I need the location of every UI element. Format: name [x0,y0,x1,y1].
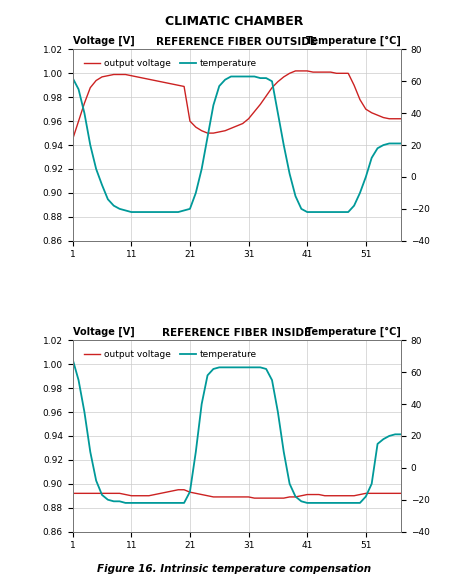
Title: REFERENCE FIBER OUTSIDE: REFERENCE FIBER OUTSIDE [156,37,318,47]
Legend: output voltage, temperature: output voltage, temperature [81,347,260,363]
Text: Voltage [V]: Voltage [V] [73,36,135,46]
output voltage [82,490,87,497]
output voltage [298,67,304,74]
temperature [82,110,87,117]
Title: REFERENCE FIBER INSIDE: REFERENCE FIBER INSIDE [162,328,311,338]
temperature [164,209,169,216]
output voltage [398,490,404,497]
Legend: output voltage, temperature: output voltage, temperature [81,56,260,72]
output voltage [158,78,163,85]
temperature [304,209,310,216]
output voltage [398,115,404,122]
output voltage [293,67,298,74]
output voltage [216,493,222,500]
output voltage [211,130,216,137]
temperature [398,140,404,147]
output voltage [310,491,316,498]
temperature [164,500,169,507]
Text: Figure 16. Intrinsic temperature compensation: Figure 16. Intrinsic temperature compens… [98,564,371,574]
temperature [87,142,93,149]
temperature [87,449,93,456]
temperature [228,73,234,80]
temperature [70,356,76,363]
Line: temperature: temperature [73,77,401,212]
temperature [122,500,128,507]
output voltage [70,490,76,497]
output voltage [175,486,181,493]
output voltage [87,490,93,497]
output voltage [304,67,310,74]
Line: output voltage: output voltage [73,490,401,498]
Line: output voltage: output voltage [73,71,401,139]
temperature [216,364,222,371]
temperature [304,500,310,507]
temperature [398,431,404,438]
Text: Voltage [V]: Voltage [V] [73,327,135,338]
Line: temperature: temperature [73,360,401,503]
Text: CLIMATIC CHAMBER: CLIMATIC CHAMBER [165,15,304,27]
temperature [310,209,316,216]
temperature [129,209,134,216]
temperature [216,83,222,89]
output voltage [304,491,310,498]
output voltage [87,84,93,91]
output voltage [70,135,76,142]
Text: Temperature [°C]: Temperature [°C] [306,327,401,338]
output voltage [251,494,257,501]
output voltage [158,490,163,497]
temperature [70,74,76,81]
temperature [82,408,87,415]
Text: Temperature [°C]: Temperature [°C] [306,36,401,46]
output voltage [82,100,87,107]
temperature [298,498,304,505]
